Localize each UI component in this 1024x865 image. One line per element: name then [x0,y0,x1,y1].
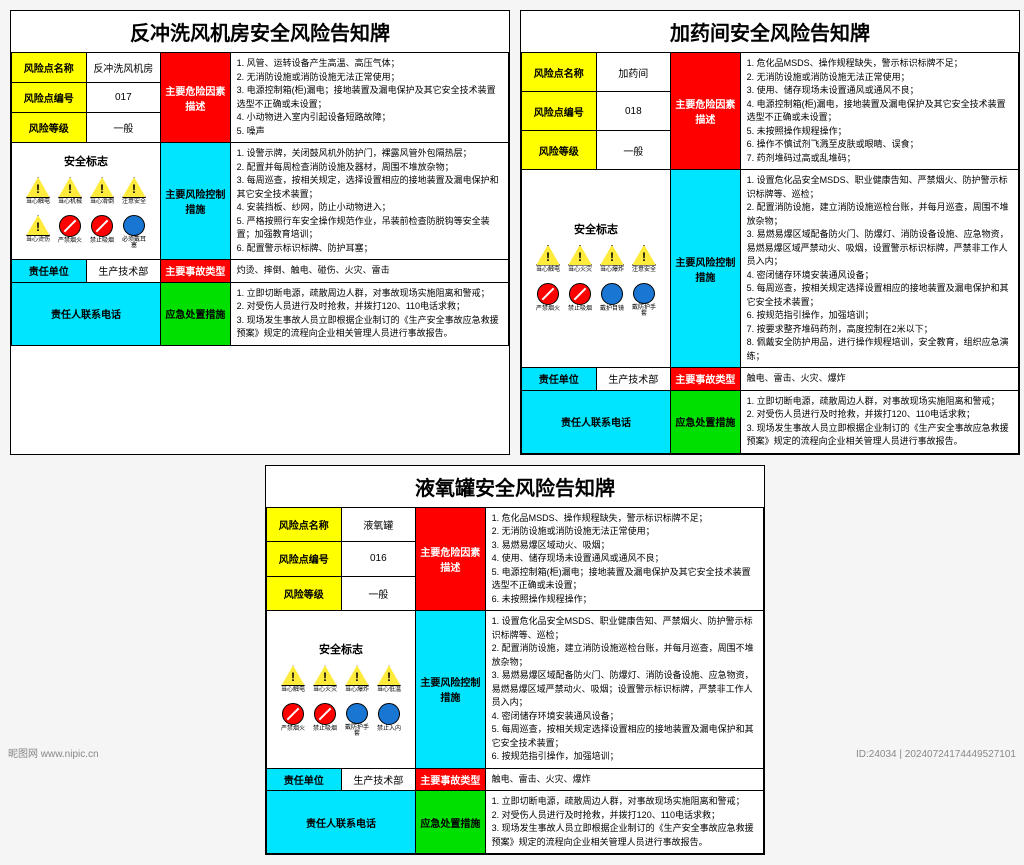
board-table: 风险点名称 反冲洗风机房 主要危险因素描述 1. 风管、运转设备产生高温、高压气… [11,52,509,346]
accident-label: 主要事故类型 [671,368,741,391]
risk-board: 加药间安全风险告知牌 风险点名称 加药间 主要危险因素描述 1. 危化品MSDS… [520,10,1020,455]
name-label: 风险点名称 [267,507,342,542]
emerg-desc: 1. 立即切断电源，疏散周边人群，对事故现场实施阻离和警戒；2. 对受伤人员进行… [230,282,508,345]
safety-icon: 当心触电 [279,665,307,699]
contact-label: 责任人联系电话 [267,791,416,854]
safety-icon: 当心机械 [56,177,84,211]
code-label: 风险点编号 [267,542,342,577]
hazard-label: 主要危险因素描述 [416,507,486,611]
control-label: 主要风险控制措施 [161,143,231,260]
safety-icon: 当心爆炸 [343,665,371,699]
safety-icons: 当心触电当心机械当心滑倒注意安全当心烫伤严禁烟火禁止吸烟必须戴耳塞 [12,173,160,253]
control-desc: 1. 设警示牌，关闭鼓风机外防护门，裸露风管外包隔热层；2. 配置并每周检查消防… [230,143,508,260]
level-value: 一般 [596,131,671,170]
control-desc: 1. 设置危化品安全MSDS、职业健康告知、严禁烟火、防护警示标识标牌等、巡检；… [485,611,763,769]
safety-icon: 戴防护手套 [343,703,371,737]
name-value: 反冲洗风机房 [86,53,161,83]
safety-icon: 禁止吸烟 [311,703,339,737]
level-label: 风险等级 [267,576,342,611]
emerg-desc: 1. 立即切断电源，疏散周边人群，对事故现场实施阻离和警戒；2. 对受伤人员进行… [740,390,1018,453]
board-table: 风险点名称 液氧罐 主要危险因素描述 1. 危化品MSDS、操作规程缺失，警示标… [266,507,764,855]
hazard-label: 主要危险因素描述 [161,53,231,143]
meta-info: ID:24034 | 20240724174449527101 [856,749,1016,760]
name-label: 风险点名称 [12,53,87,83]
name-value: 液氧罐 [341,507,416,542]
code-value: 017 [86,83,161,113]
safety-icons: 当心触电当心火灾当心爆炸注意安全严禁烟火禁止吸烟戴护目镜戴防护手套 [522,241,670,321]
emerg-desc: 1. 立即切断电源，疏散周边人群，对事故现场实施阻离和警戒；2. 对受伤人员进行… [485,791,763,854]
safety-icon: 当心触电 [534,245,562,279]
accident-value: 灼烫、摔倒、触电、碰伤、火灾、雷击 [230,260,508,283]
unit-value: 生产技术部 [341,768,416,791]
safety-icon: 当心触电 [24,177,52,211]
accident-label: 主要事故类型 [161,260,231,283]
code-value: 018 [596,92,671,131]
unit-value: 生产技术部 [596,368,671,391]
board-table: 风险点名称 加药间 主要危险因素描述 1. 危化品MSDS、操作规程缺失，警示标… [521,52,1019,454]
unit-value: 生产技术部 [86,260,161,283]
hazard-desc: 1. 风管、运转设备产生高温、高压气体；2. 无消防设施或消防设施无法正常使用；… [230,53,508,143]
boards-grid: 反冲洗风机房安全风险告知牌 风险点名称 反冲洗风机房 主要危险因素描述 1. 风… [10,10,1014,855]
risk-board: 反冲洗风机房安全风险告知牌 风险点名称 反冲洗风机房 主要危险因素描述 1. 风… [10,10,510,455]
safety-cell: 安全标志 当心触电当心火灾当心爆炸当心低温严禁烟火禁止吸烟戴防护手套禁止入内 [267,611,416,769]
level-label: 风险等级 [522,131,597,170]
name-value: 加药间 [596,53,671,92]
name-label: 风险点名称 [522,53,597,92]
unit-label: 责任单位 [12,260,87,283]
level-value: 一般 [86,113,161,143]
board-title: 反冲洗风机房安全风险告知牌 [11,11,509,52]
safety-icon: 严禁烟火 [56,215,84,249]
safety-icon: 当心爆炸 [598,245,626,279]
contact-label: 责任人联系电话 [12,282,161,345]
safety-icon: 严禁烟火 [279,703,307,737]
safety-icon: 戴护目镜 [598,283,626,317]
code-value: 016 [341,542,416,577]
hazard-label: 主要危险因素描述 [671,53,741,170]
control-label: 主要风险控制措施 [671,170,741,368]
accident-value: 触电、雷击、火灾、爆炸 [485,768,763,791]
safety-cell: 安全标志 当心触电当心火灾当心爆炸注意安全严禁烟火禁止吸烟戴护目镜戴防护手套 [522,170,671,368]
code-label: 风险点编号 [522,92,597,131]
code-label: 风险点编号 [12,83,87,113]
safety-icon: 戴防护手套 [630,283,658,317]
safety-icon: 必须戴耳塞 [120,215,148,249]
safety-icons: 当心触电当心火灾当心爆炸当心低温严禁烟火禁止吸烟戴防护手套禁止入内 [267,661,415,741]
control-desc: 1. 设置危化品安全MSDS、职业健康告知、严禁烟火、防护警示标识标牌等、巡检；… [740,170,1018,368]
safety-icon: 当心火灾 [311,665,339,699]
hazard-desc: 1. 危化品MSDS、操作规程缺失，警示标识标牌不足；2. 无消防设施或消防设施… [485,507,763,611]
emerg-label: 应急处置措施 [161,282,231,345]
safety-icon: 严禁烟火 [534,283,562,317]
unit-label: 责任单位 [267,768,342,791]
safety-icon: 注意安全 [120,177,148,211]
safety-icon: 禁止吸烟 [566,283,594,317]
board-title: 液氧罐安全风险告知牌 [266,466,764,507]
safety-icon: 禁止吸烟 [88,215,116,249]
level-label: 风险等级 [12,113,87,143]
safety-label: 安全标志 [522,217,670,241]
accident-label: 主要事故类型 [416,768,486,791]
risk-board: 液氧罐安全风险告知牌 风险点名称 液氧罐 主要危险因素描述 1. 危化品MSDS… [265,465,765,856]
safety-icon: 当心烫伤 [24,215,52,249]
safety-icon: 当心低温 [375,665,403,699]
emerg-label: 应急处置措施 [671,390,741,453]
safety-icon: 禁止入内 [375,703,403,737]
safety-icon: 当心滑倒 [88,177,116,211]
safety-label: 安全标志 [12,149,160,173]
contact-label: 责任人联系电话 [522,390,671,453]
safety-icon: 当心火灾 [566,245,594,279]
watermark: 昵图网 www.nipic.cn [8,745,99,760]
hazard-desc: 1. 危化品MSDS、操作规程缺失，警示标识标牌不足；2. 无消防设施或消防设施… [740,53,1018,170]
safety-icon: 注意安全 [630,245,658,279]
safety-cell: 安全标志 当心触电当心机械当心滑倒注意安全当心烫伤严禁烟火禁止吸烟必须戴耳塞 [12,143,161,260]
safety-label: 安全标志 [267,637,415,661]
accident-value: 触电、雷击、火灾、爆炸 [740,368,1018,391]
level-value: 一般 [341,576,416,611]
emerg-label: 应急处置措施 [416,791,486,854]
unit-label: 责任单位 [522,368,597,391]
control-label: 主要风险控制措施 [416,611,486,769]
board-title: 加药间安全风险告知牌 [521,11,1019,52]
